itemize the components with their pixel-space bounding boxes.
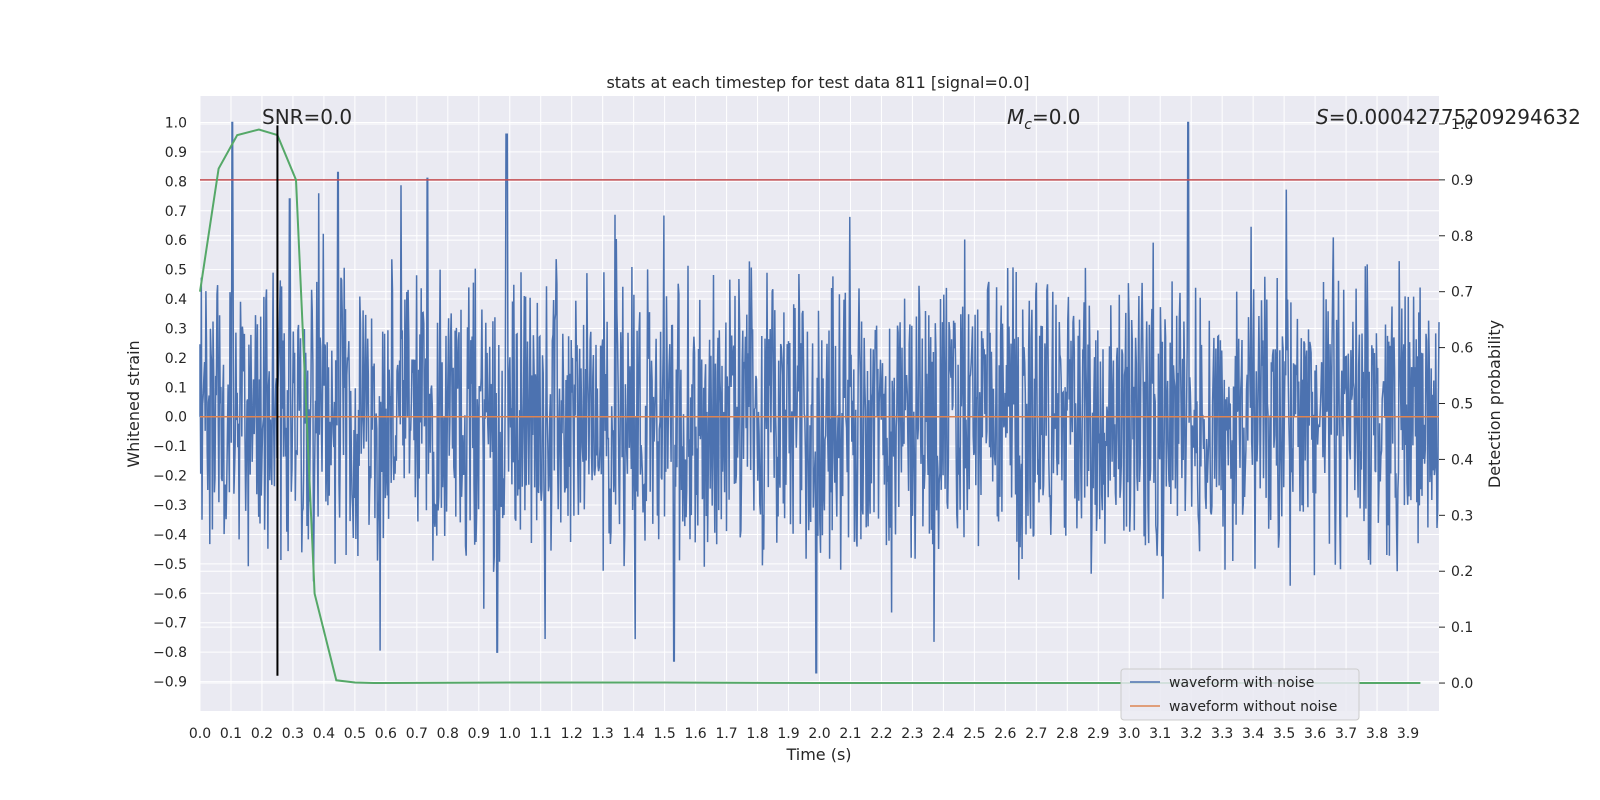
series-waveform-with-noise (199, 121, 1440, 674)
x-tick-label: 1.6 (684, 726, 706, 742)
snr-annotation: SNR=0.0 (262, 105, 352, 129)
chirp-mass-annotation: Mc=0.0 (1007, 105, 1081, 133)
x-tick-label: 1.9 (777, 726, 799, 742)
x-tick-label: 1.5 (653, 726, 675, 742)
x-tick-label: 1.1 (530, 726, 552, 742)
x-tick-label: 2.4 (932, 726, 954, 742)
s-annotation: S=0.00042775209294632 (1316, 105, 1581, 129)
y-tick-label: −0.4 (153, 527, 187, 543)
x-tick-label: 3.2 (1180, 726, 1202, 742)
y-axis-ticks: 1.0 0.9 0.8 0.7 0.6 0.5 0.4 0.3 0.2 0.1 0.0 −0.1 −0.… (153, 115, 187, 690)
y2-tick-label: 0.9 (1451, 173, 1473, 189)
x-tick-label: 3.1 (1149, 726, 1171, 742)
y-axis-label: Whitened strain (124, 340, 143, 467)
x-tick-label: 1.4 (623, 726, 645, 742)
y-tick-label: −0.3 (153, 498, 187, 514)
y-tick-label: 0.5 (165, 263, 187, 279)
y-tick-label: 0.1 (165, 380, 187, 396)
y2-tick-label: 0.2 (1451, 564, 1473, 580)
x-tick-label: 1.8 (746, 726, 768, 742)
x-tick-label: 3.7 (1335, 726, 1357, 742)
y-tick-label: −0.9 (153, 675, 187, 691)
y2-tick-label: 0.0 (1451, 676, 1473, 692)
x-tick-label: 2.0 (808, 726, 830, 742)
x-tick-label: 0.5 (344, 726, 366, 742)
y-tick-label: 0.3 (165, 321, 187, 337)
x-tick-label: 1.3 (592, 726, 614, 742)
y2-tick-label: 0.1 (1451, 620, 1473, 636)
series-detection-probability (199, 128, 1421, 685)
y-tick-label: 0.6 (165, 233, 187, 249)
x-tick-label: 2.3 (901, 726, 923, 742)
y-tick-label: −0.5 (153, 557, 187, 573)
x-axis-label: Time (s) (785, 745, 851, 764)
y2-axis-label: Detection probability (1485, 320, 1504, 488)
y-tick-label: −0.1 (153, 439, 187, 455)
x-tick-label: 2.5 (963, 726, 985, 742)
x-tick-label: 2.2 (870, 726, 892, 742)
y-tick-label: 0.7 (165, 204, 187, 220)
y-tick-label: 0.2 (165, 351, 187, 367)
y-tick-label: 0.4 (165, 292, 187, 308)
y2-tick-label: 0.5 (1451, 397, 1473, 413)
y-tick-label: −0.8 (153, 645, 187, 661)
legend-label-clean: waveform without noise (1169, 699, 1337, 715)
y2-tick-label: 1.0 (1451, 117, 1473, 133)
x-tick-label: 1.7 (715, 726, 737, 742)
y-tick-label: 1.0 (165, 115, 187, 131)
x-tick-label: 3.4 (1242, 726, 1264, 742)
chirp-mass-value: =0.0 (1032, 105, 1081, 129)
y2-tick-label: 0.3 (1451, 508, 1473, 524)
x-axis-ticks: 0.0 0.1 0.2 0.3 0.4 0.5 0.6 0.7 0.8 0.9 1.0 1.1 1.2 1… (189, 726, 1419, 742)
x-tick-label: 0.7 (406, 726, 428, 742)
x-tick-label: 3.0 (1118, 726, 1140, 742)
legend-box (1120, 668, 1360, 721)
x-tick-label: 0.9 (468, 726, 490, 742)
y-tick-label: 0.9 (165, 145, 187, 161)
x-tick-label: 2.6 (994, 726, 1016, 742)
x-tick-label: 0.0 (189, 726, 211, 742)
y2-tick-label: 0.7 (1451, 285, 1473, 301)
y-tick-label: 0.0 (165, 410, 187, 426)
x-tick-label: 3.5 (1273, 726, 1295, 742)
x-tick-label: 1.2 (561, 726, 583, 742)
x-tick-label: 3.3 (1211, 726, 1233, 742)
x-tick-label: 2.9 (1087, 726, 1109, 742)
x-tick-label: 0.8 (437, 726, 459, 742)
y2-axis-ticks: 1.0 0.9 0.8 0.7 0.6 0.5 0.4 0.3 0.2 0.1 0.0 (1439, 117, 1473, 692)
y2-tick-label: 0.4 (1451, 452, 1473, 468)
y-tick-label: 0.8 (165, 174, 187, 190)
x-tick-label: 0.1 (220, 726, 242, 742)
x-tick-label: 0.6 (375, 726, 397, 742)
y-tick-label: −0.7 (153, 616, 187, 632)
y-tick-label: −0.2 (153, 469, 187, 485)
x-tick-label: 0.2 (251, 726, 273, 742)
y2-tick-label: 0.8 (1451, 229, 1473, 245)
chirp-mass-subscript: c (1024, 117, 1032, 133)
x-tick-label: 2.1 (839, 726, 861, 742)
x-tick-label: 3.9 (1397, 726, 1419, 742)
x-tick-label: 3.8 (1366, 726, 1388, 742)
legend-label-noisy: waveform with noise (1169, 675, 1314, 691)
chirp-mass-symbol: M (1007, 105, 1024, 129)
x-tick-label: 0.4 (313, 726, 335, 742)
chart-title: stats at each timestep for test data 811… (606, 73, 1029, 92)
x-tick-label: 2.7 (1025, 726, 1047, 742)
s-symbol: S (1316, 105, 1329, 129)
x-tick-label: 0.3 (282, 726, 304, 742)
x-tick-label: 3.6 (1304, 726, 1326, 742)
noisy-strain-path (199, 121, 1440, 674)
y-tick-label: −0.6 (153, 586, 187, 602)
s-value: =0.00042775209294632 (1329, 105, 1581, 129)
y2-tick-label: 0.6 (1451, 341, 1473, 357)
legend: waveform with noise waveform without noi… (1120, 668, 1360, 721)
x-tick-label: 2.8 (1056, 726, 1078, 742)
x-tick-label: 1.0 (499, 726, 521, 742)
